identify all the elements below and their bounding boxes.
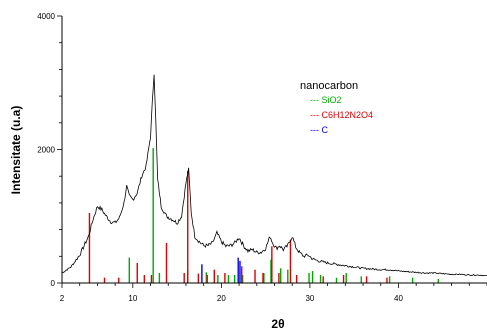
x-tick-label: 10 [128, 294, 137, 303]
legend: nanocarbon --- SiO2 --- C6H12N2O4 --- C [300, 80, 373, 135]
legend-item-c: --- C [310, 125, 328, 135]
legend-item-c6h12n2o4: --- C6H12N2O4 [310, 110, 373, 120]
reference-peaks [88, 148, 440, 283]
y-tick-label: 4000 [37, 12, 55, 21]
x-tick-label: 40 [394, 294, 403, 303]
y-tick-label: 2000 [37, 146, 55, 155]
series-line-nanocarbon [61, 74, 487, 277]
x-axis-label: 2θ [271, 317, 284, 331]
axes [57, 15, 487, 288]
legend-title: nanocarbon [300, 80, 358, 92]
y-tick-label: 0 [51, 279, 56, 288]
tick-labels: 0 2000 4000 2 10 20 30 40 [37, 12, 403, 303]
x-tick-label: 30 [305, 294, 314, 303]
y-axis-label: Intensitate (u.a) [9, 106, 23, 195]
x-tick-label: 20 [217, 294, 226, 303]
x-tick-label: 2 [60, 294, 65, 303]
legend-item-sio2: --- SiO2 [310, 95, 342, 105]
